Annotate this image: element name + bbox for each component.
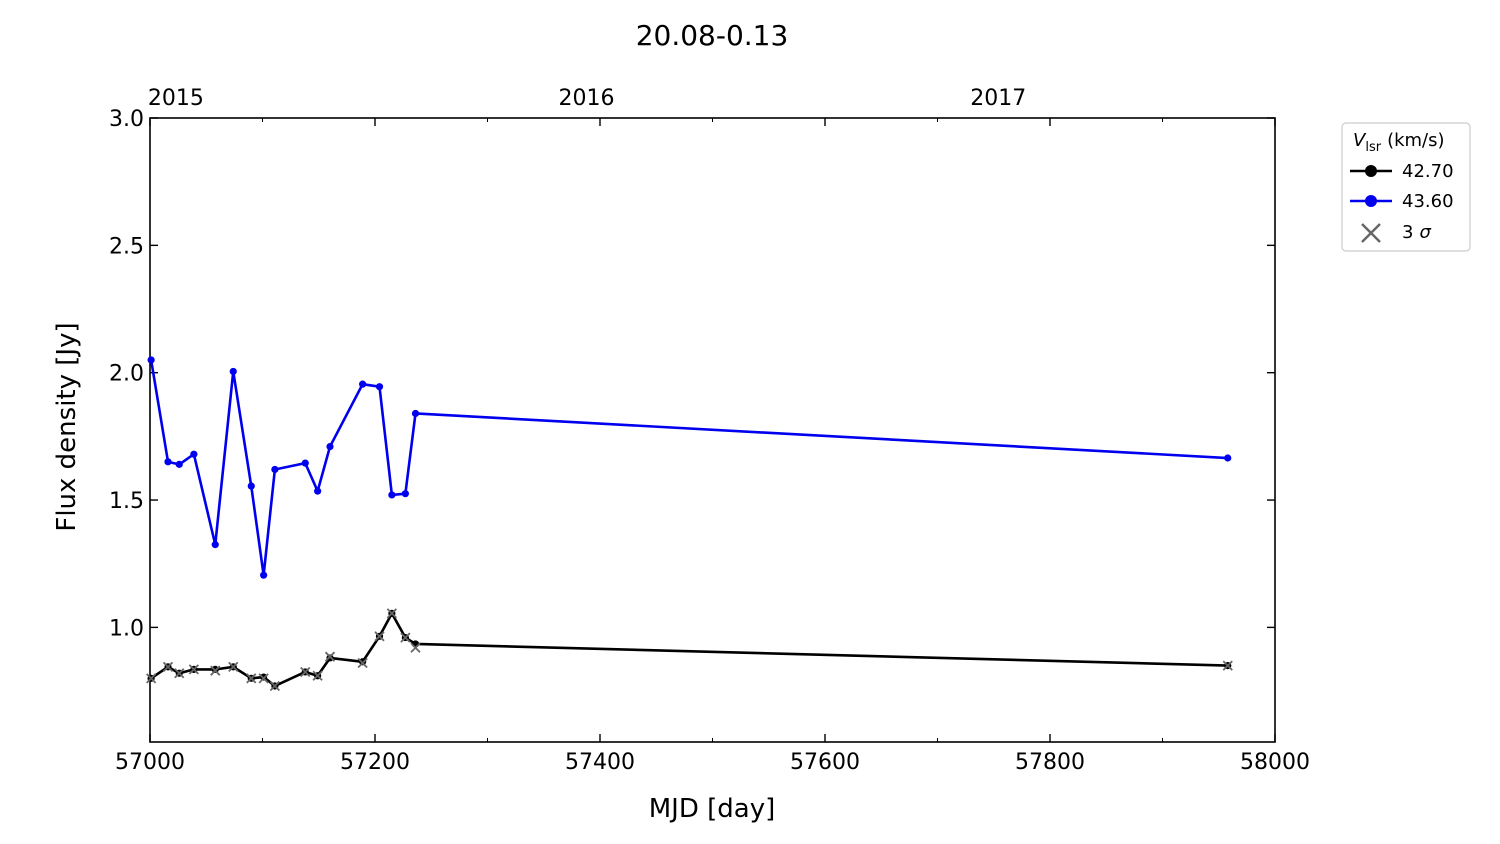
three-sigma-stroke xyxy=(357,657,368,669)
three-sigma-marker xyxy=(246,673,257,684)
three-sigma-stroke xyxy=(374,631,385,642)
legend-title-unit: (km/s) xyxy=(1387,130,1444,151)
three-sigma-stroke xyxy=(162,661,174,673)
three-sigma-stroke xyxy=(1222,660,1233,671)
three-sigma-stroke xyxy=(312,670,323,681)
series-point-0 xyxy=(211,665,219,674)
x-tick-label: 57600 xyxy=(790,750,860,775)
legend-marker-3-sigma xyxy=(1361,223,1381,243)
x-tick-label: 57000 xyxy=(115,750,185,775)
three-sigma-marker xyxy=(324,651,336,662)
top-tick-label: 2017 xyxy=(970,86,1026,111)
series-point-1 xyxy=(314,487,322,495)
y-tick-label: 1.5 xyxy=(109,489,144,514)
top-tick-label: 2016 xyxy=(559,86,615,111)
three-sigma-marker xyxy=(312,670,323,681)
series-point-0 xyxy=(260,673,268,681)
series-point-1 xyxy=(375,383,384,391)
series-point-1 xyxy=(411,409,420,418)
series-point-1 xyxy=(301,459,309,467)
three-sigma-stroke xyxy=(174,668,185,679)
y-tick-label: 1.0 xyxy=(109,616,144,641)
series-point-1 xyxy=(175,460,183,468)
three-sigma-stroke xyxy=(210,665,221,676)
three-sigma-marker xyxy=(400,632,411,643)
three-sigma-marker xyxy=(386,608,398,619)
legend-sigma-num: 3 xyxy=(1402,222,1413,243)
three-sigma-marker xyxy=(374,631,385,642)
series-point-0 xyxy=(359,658,367,666)
chart-title: 20.08-0.13 xyxy=(636,19,789,52)
three-sigma-marker xyxy=(269,680,281,692)
three-sigma-stroke xyxy=(228,661,239,673)
three-sigma-marker xyxy=(258,673,269,684)
series-point-1 xyxy=(359,380,367,388)
three-sigma-stroke xyxy=(145,673,157,684)
three-sigma-marker xyxy=(188,664,200,675)
series-point-0 xyxy=(326,654,334,662)
three-sigma-marker xyxy=(228,661,239,673)
series-point-1 xyxy=(190,450,198,458)
x-axis: 57000 57200 57400 57600 57800 58000 xyxy=(115,118,1310,775)
three-sigma-marker xyxy=(1222,660,1233,671)
three-sigma-stroke xyxy=(324,651,336,662)
three-sigma-marker xyxy=(162,661,174,673)
top-axis-years: 2015 2016 2017 xyxy=(148,86,1026,111)
x-axis-label: MJD [day] xyxy=(649,794,776,824)
series-point-1 xyxy=(388,491,396,499)
series-point-1 xyxy=(260,571,268,579)
three-sigma-marker xyxy=(174,668,185,679)
series-point-1 xyxy=(164,458,172,466)
y-tick-label: 3.0 xyxy=(109,107,144,132)
series-point-1 xyxy=(1224,454,1232,462)
series-point-1 xyxy=(147,356,155,364)
x-tick-label: 57200 xyxy=(340,750,410,775)
y-axis-label: Flux density [Jy] xyxy=(52,322,82,531)
x-tick-label: 58000 xyxy=(1240,750,1310,775)
three-sigma-stroke xyxy=(386,608,398,619)
y-tick-label: 2.0 xyxy=(109,362,144,387)
legend-marker-42-70 xyxy=(1365,165,1377,177)
three-sigma-stroke xyxy=(300,666,311,678)
legend-title-sub: lsr xyxy=(1365,140,1381,155)
three-sigma-stroke xyxy=(400,632,411,643)
y-axis: 1.0 1.5 2.0 2.5 3.0 xyxy=(109,107,1275,641)
top-tick-label: 2015 xyxy=(148,86,204,111)
three-sigma-marker xyxy=(300,666,311,678)
legend-marker-43-60 xyxy=(1365,195,1377,207)
series-point-1 xyxy=(211,541,219,549)
legend-label-43-60: 43.60 xyxy=(1402,191,1454,212)
series-line-1 xyxy=(149,359,1228,577)
three-sigma-stroke xyxy=(258,673,269,684)
series-point-1 xyxy=(229,367,237,376)
three-sigma-marker xyxy=(145,673,157,684)
series-layer xyxy=(145,356,1233,692)
legend-title-v: V xyxy=(1353,130,1367,151)
series-point-1 xyxy=(247,482,255,490)
x-tick-label: 57800 xyxy=(1015,750,1085,775)
x-tick-label: 57400 xyxy=(565,750,635,775)
y-tick-label: 2.5 xyxy=(109,234,144,259)
legend-box xyxy=(1341,122,1471,252)
three-sigma-stroke xyxy=(269,680,281,692)
series-line-0 xyxy=(150,612,1228,688)
three-sigma-marker xyxy=(357,657,368,669)
three-sigma-stroke xyxy=(188,664,200,675)
series-point-1 xyxy=(401,490,409,498)
legend-sigma-sym: σ xyxy=(1419,222,1431,243)
three-sigma-stroke xyxy=(246,673,257,684)
legend-title: Vlsr (km/s) xyxy=(1353,130,1445,155)
series-point-1 xyxy=(271,465,279,474)
legend-label-42-70: 42.70 xyxy=(1402,161,1454,182)
three-sigma-marker xyxy=(410,642,421,653)
three-sigma-stroke xyxy=(410,642,421,653)
three-sigma-marker xyxy=(210,665,221,676)
series-point-1 xyxy=(326,442,334,451)
